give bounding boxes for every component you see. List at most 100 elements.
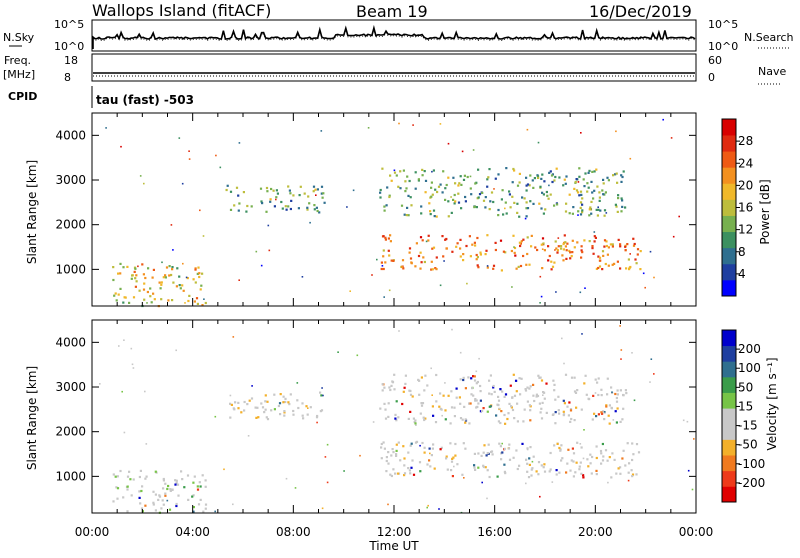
power-echo-cell [381, 167, 384, 170]
power-echo-cell [629, 157, 632, 160]
velocity-echo-cell [395, 453, 398, 456]
velocity-echo-cell [575, 461, 578, 464]
power-echo-cell [245, 210, 248, 213]
power-echo-cell [521, 196, 524, 199]
velocity-echo-cell [469, 402, 472, 405]
velocity-echo-cell [562, 399, 565, 402]
velocity-echo-cell [126, 510, 129, 513]
power-echo-cell [541, 248, 544, 250]
power-echo-cell [432, 209, 436, 212]
velocity-echo-cell [387, 415, 390, 418]
power-echo-cell [143, 282, 146, 285]
power-echo-cell [255, 250, 258, 253]
velocity-echo-cell [540, 407, 543, 410]
nsky-label: N.Sky [3, 31, 35, 44]
velocity-echo-cell [464, 447, 467, 450]
velocity-echo-cell [569, 408, 573, 411]
power-echo-cell [383, 296, 385, 298]
velocity-echo-cell [264, 400, 267, 403]
velocity-echo-cell [488, 379, 491, 382]
velocity-echo-cell [321, 507, 324, 510]
velocity-echo-cell [622, 393, 625, 397]
velocity-echo-cell [307, 407, 309, 409]
power-colorbar-tick-label: 4 [738, 267, 746, 281]
velocity-echo-cell [589, 453, 592, 456]
velocity-echo-cell [586, 458, 589, 461]
power-echo-cell [584, 172, 587, 175]
power-echo-cell [505, 167, 508, 170]
power-echo-cell [502, 213, 505, 216]
power-echo-cell [469, 255, 472, 258]
power-echo-cell [150, 301, 153, 304]
velocity-echo-cell [543, 470, 547, 473]
velocity-echo-cell [568, 401, 571, 404]
power-echo-cell [431, 193, 434, 196]
power-echo-cell [553, 261, 556, 264]
power-echo-cell [511, 286, 513, 288]
power-echo-cell [558, 176, 561, 179]
power-echo-cell [486, 266, 489, 269]
velocity-echo-cell [116, 487, 120, 490]
velocity-echo-cell [432, 414, 435, 417]
power-echo-cell [563, 234, 566, 237]
velocity-echo-cell [343, 470, 345, 472]
power-echo-cell [306, 206, 309, 209]
cpid-value: tau (fast) -503 [96, 93, 194, 107]
power-echo-cell [536, 248, 539, 252]
power-echo-cell [540, 243, 543, 246]
velocity-echo-cell [486, 452, 489, 455]
velocity-echo-cell [394, 417, 397, 420]
power-echo-cell [579, 206, 582, 209]
velocity-echo-cell [566, 462, 569, 465]
velocity-echo-cell [250, 397, 254, 400]
velocity-echo-cell [464, 421, 467, 424]
power-echo-cell [602, 254, 605, 257]
power-echo-cell [270, 187, 273, 191]
power-echo-cell [415, 242, 418, 245]
power-echo-cell [620, 174, 623, 177]
velocity-echo-cell [282, 395, 285, 398]
velocity-echo-cell [627, 471, 630, 474]
power-echo-cell [542, 242, 545, 245]
velocity-echo-cell [410, 466, 413, 469]
velocity-echo-cell [193, 475, 196, 478]
power-colorbar-tick-label: 16 [738, 201, 753, 215]
velocity-echo-cell [572, 452, 576, 455]
velocity-echo-cell [616, 407, 619, 410]
velocity-echo-cell [404, 374, 407, 377]
velocity-echo-cell [431, 394, 433, 396]
velocity-echo-cell [292, 413, 295, 416]
velocity-echo-cell [403, 386, 406, 389]
velocity-echo-cell [402, 390, 405, 393]
power-echo-cell [545, 190, 548, 194]
power-echo-cell [314, 188, 317, 191]
velocity-echo-cell [158, 495, 162, 498]
velocity-echo-cell [527, 476, 531, 479]
nave-label: Nave [758, 65, 786, 78]
velocity-echo-cell [613, 458, 616, 461]
power-echo-cell [484, 206, 487, 209]
velocity-echo-cell [573, 376, 576, 379]
power-echo-cell [672, 235, 675, 238]
power-echo-cell [594, 236, 597, 239]
velocity-echo-cell [429, 452, 431, 455]
velocity-echo-cell [600, 388, 603, 391]
power-echo-cell [590, 212, 593, 215]
power-echo-cell [454, 200, 457, 203]
velocity-echo-cell [411, 459, 414, 462]
velocity-echo-cell [545, 382, 548, 385]
velocity-echo-cell [232, 336, 235, 338]
velocity-echo-cell [504, 393, 508, 396]
power-echo-cell [557, 245, 560, 248]
power-echo-cell [352, 189, 355, 192]
power-echo-cell [402, 169, 405, 172]
velocity-echo-cell [463, 405, 466, 408]
velocity-echo-cell [243, 400, 246, 404]
velocity-echo-cell [635, 443, 639, 446]
velocity-echo-cell [413, 420, 416, 424]
power-echo-cell [492, 267, 495, 270]
power-echo-cell [384, 238, 387, 241]
velocity-echo-cell [525, 482, 527, 485]
power-echo-cell [441, 191, 444, 194]
velocity-echo-cell [528, 404, 531, 407]
